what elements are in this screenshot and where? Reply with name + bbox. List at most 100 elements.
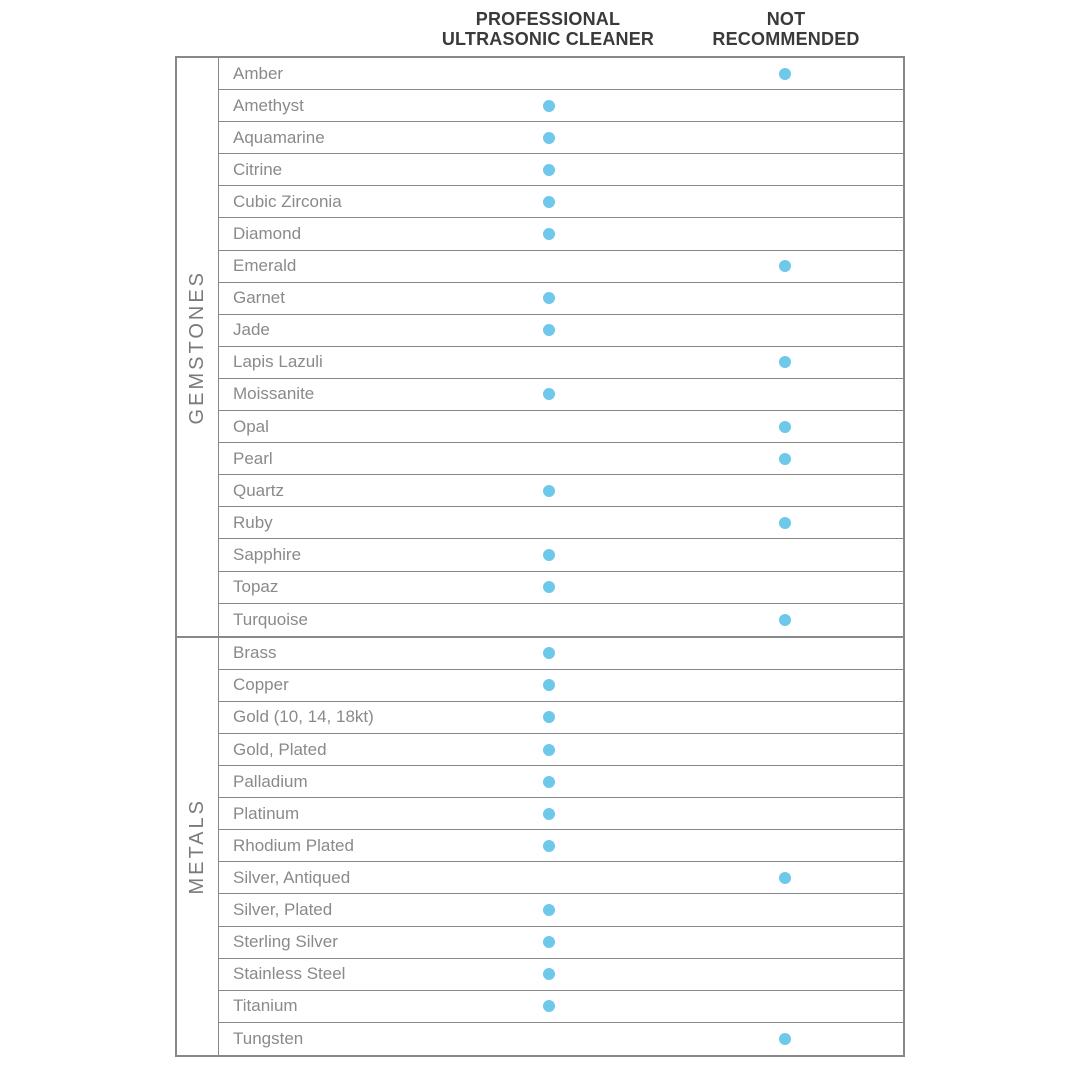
row-name: Stainless Steel <box>219 964 431 984</box>
table-row: Silver, Antiqued <box>219 862 903 894</box>
dot-icon <box>543 711 555 723</box>
cell-professional <box>431 936 667 948</box>
table-row: Amethyst <box>219 90 903 122</box>
cell-not-recommended <box>667 1033 903 1045</box>
dot-icon <box>779 68 791 80</box>
row-name: Copper <box>219 675 431 695</box>
cell-professional <box>431 196 667 208</box>
cell-professional <box>431 324 667 336</box>
row-name: Citrine <box>219 160 431 180</box>
row-name: Quartz <box>219 481 431 501</box>
table-row: Palladium <box>219 766 903 798</box>
dot-icon <box>779 872 791 884</box>
table-row: Amber <box>219 58 903 90</box>
dot-icon <box>543 808 555 820</box>
table-row: Rhodium Plated <box>219 830 903 862</box>
table-body: GEMSTONESAmberAmethystAquamarineCitrineC… <box>175 56 905 1057</box>
dot-icon <box>543 164 555 176</box>
cell-professional <box>431 292 667 304</box>
dot-icon <box>543 292 555 304</box>
row-name: Rhodium Plated <box>219 836 431 856</box>
dot-icon <box>543 485 555 497</box>
table-section: METALSBrassCopperGold (10, 14, 18kt)Gold… <box>177 638 903 1055</box>
cell-not-recommended <box>667 453 903 465</box>
table-row: Pearl <box>219 443 903 475</box>
row-name: Amber <box>219 64 431 84</box>
dot-icon <box>543 647 555 659</box>
row-name: Gold (10, 14, 18kt) <box>219 707 431 727</box>
table-row: Opal <box>219 411 903 443</box>
table-section: GEMSTONESAmberAmethystAquamarineCitrineC… <box>177 58 903 638</box>
dot-icon <box>543 776 555 788</box>
table-row: Brass <box>219 638 903 670</box>
table-row: Sapphire <box>219 539 903 571</box>
row-name: Cubic Zirconia <box>219 192 431 212</box>
dot-icon <box>543 549 555 561</box>
table-row: Turquoise <box>219 604 903 636</box>
cell-not-recommended <box>667 872 903 884</box>
table-row: Ruby <box>219 507 903 539</box>
table-row: Gold, Plated <box>219 734 903 766</box>
row-name: Lapis Lazuli <box>219 352 431 372</box>
table-row: Topaz <box>219 572 903 604</box>
column-header-professional: PROFESSIONAL ULTRASONIC CLEANER <box>429 9 667 50</box>
dot-icon <box>543 581 555 593</box>
dot-icon <box>543 679 555 691</box>
dot-icon <box>779 453 791 465</box>
dot-icon <box>543 100 555 112</box>
dot-icon <box>779 356 791 368</box>
table-row: Silver, Plated <box>219 894 903 926</box>
table-row: Lapis Lazuli <box>219 347 903 379</box>
table-header: PROFESSIONAL ULTRASONIC CLEANER NOT RECO… <box>175 0 905 56</box>
row-name: Moissanite <box>219 384 431 404</box>
cell-not-recommended <box>667 356 903 368</box>
dot-icon <box>779 260 791 272</box>
row-name: Platinum <box>219 804 431 824</box>
row-name: Jade <box>219 320 431 340</box>
cell-professional <box>431 711 667 723</box>
row-name: Aquamarine <box>219 128 431 148</box>
column-header-line: RECOMMENDED <box>667 29 905 50</box>
cell-professional <box>431 904 667 916</box>
row-name: Amethyst <box>219 96 431 116</box>
dot-icon <box>543 324 555 336</box>
cell-professional <box>431 808 667 820</box>
dot-icon <box>543 132 555 144</box>
dot-icon <box>543 1000 555 1012</box>
row-name: Titanium <box>219 996 431 1016</box>
cell-professional <box>431 744 667 756</box>
cleaning-compatibility-table: PROFESSIONAL ULTRASONIC CLEANER NOT RECO… <box>175 0 905 1057</box>
table-row: Emerald <box>219 251 903 283</box>
cell-professional <box>431 679 667 691</box>
row-name: Tungsten <box>219 1029 431 1049</box>
cell-professional <box>431 100 667 112</box>
section-rows: Brass Copper Gold (10, 14, 18kt) Gold, Plat… <box>219 638 903 1055</box>
cell-not-recommended <box>667 614 903 626</box>
dot-icon <box>779 614 791 626</box>
table-row: Aquamarine <box>219 122 903 154</box>
row-name: Silver, Antiqued <box>219 868 431 888</box>
cell-professional <box>431 485 667 497</box>
table-row: Cubic Zirconia <box>219 186 903 218</box>
cell-professional <box>431 968 667 980</box>
table-row: Jade <box>219 315 903 347</box>
dot-icon <box>543 228 555 240</box>
table-row: Garnet <box>219 283 903 315</box>
row-name: Sapphire <box>219 545 431 565</box>
table-row: Moissanite <box>219 379 903 411</box>
table-row: Gold (10, 14, 18kt) <box>219 702 903 734</box>
row-name: Sterling Silver <box>219 932 431 952</box>
table-row: Sterling Silver <box>219 927 903 959</box>
cell-professional <box>431 228 667 240</box>
dot-icon <box>543 936 555 948</box>
cell-not-recommended <box>667 421 903 433</box>
table-row: Copper <box>219 670 903 702</box>
table-row: Diamond <box>219 218 903 250</box>
row-name: Turquoise <box>219 610 431 630</box>
cell-not-recommended <box>667 517 903 529</box>
row-name: Ruby <box>219 513 431 533</box>
dot-icon <box>779 517 791 529</box>
dot-icon <box>543 968 555 980</box>
row-name: Pearl <box>219 449 431 469</box>
table-row: Platinum <box>219 798 903 830</box>
